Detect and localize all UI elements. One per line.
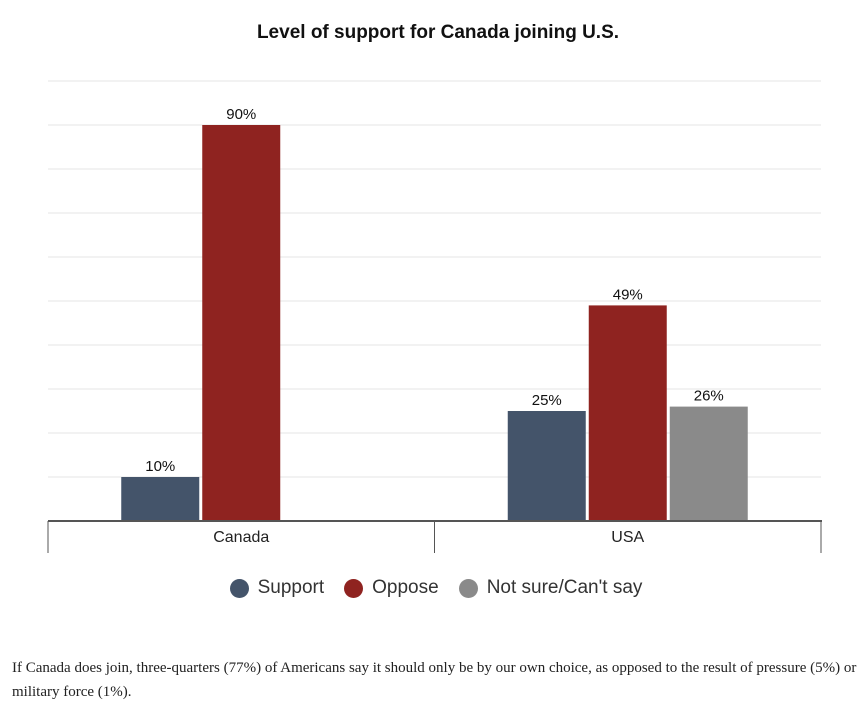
legend-item: Oppose [344,577,439,599]
data-label: 49% [613,286,643,303]
legend-label: Oppose [372,577,439,598]
legend-item: Support [229,577,325,599]
bars: 10% 90% 25% 49% 26% [121,106,748,521]
legend-swatch [458,578,478,598]
data-label: 90% [226,106,256,123]
bar-canada-oppose [202,125,281,521]
legend-label: Not sure/Can't say [486,577,643,598]
x-axis: Canada USA [47,520,822,553]
data-label: 10% [145,458,175,475]
legend-item: Not sure/Can't say [458,577,643,599]
bar-usa-support [507,411,586,521]
bar-canada-support [121,477,200,521]
category-label: USA [611,529,644,546]
legend-swatch [229,578,249,598]
chart-title: Level of support for Canada joining U.S. [256,22,620,43]
data-label: 26% [694,388,724,405]
data-label: 25% [532,392,562,409]
legend-swatch [344,578,364,598]
gridlines [48,80,821,478]
legend-label: Support [257,577,325,598]
footnote: If Canada does join, three-quarters (77%… [12,660,857,700]
legend: Support Oppose Not sure/Can't say [0,577,860,599]
bar-usa-not-sure-can-t-say [669,406,748,521]
bar-chart: 10% 90% 25% 49% 26% Canada USA [47,80,822,553]
bar-usa-oppose [588,305,667,521]
category-label: Canada [213,529,269,546]
